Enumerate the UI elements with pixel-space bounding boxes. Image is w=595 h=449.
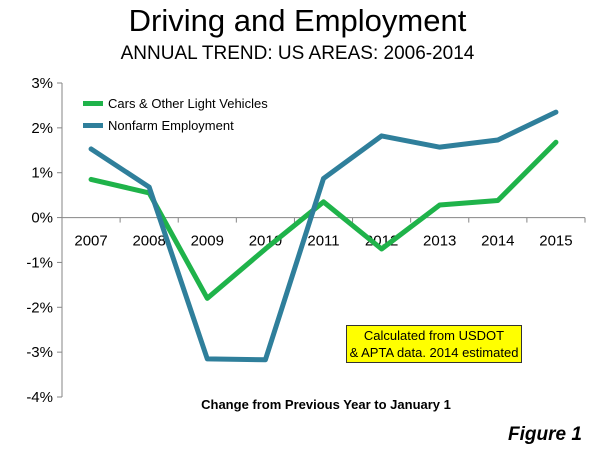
y-tick-label: -4% xyxy=(26,389,53,406)
x-tick-label: 2015 xyxy=(539,233,572,250)
legend: Cars & Other Light Vehicles Nonfarm Empl… xyxy=(79,90,272,138)
x-tick-label: 2014 xyxy=(481,233,514,250)
y-tick-labels: 3% 2% 1% 0% -1% -2% -3% -4% xyxy=(26,75,53,406)
legend-label-employment: Nonfarm Employment xyxy=(108,117,234,133)
legend-item-cars: Cars & Other Light Vehicles xyxy=(83,92,268,114)
x-tick-label: 2008 xyxy=(132,233,165,250)
x-tick-label: 2011 xyxy=(307,233,339,250)
chart-axes xyxy=(57,82,586,398)
x-tick-label: 2009 xyxy=(191,233,224,250)
y-tick-label: 3% xyxy=(31,75,53,92)
legend-label-cars: Cars & Other Light Vehicles xyxy=(108,95,268,111)
y-tick-label: 0% xyxy=(31,210,53,227)
x-tick-label: 2007 xyxy=(74,233,107,250)
data-source-note-line-1: Calculated from USDOT xyxy=(363,328,505,343)
y-tick-label: 2% xyxy=(31,120,53,137)
data-source-note-line-2: & APTA data. 2014 estimated xyxy=(349,345,519,360)
legend-swatch-employment xyxy=(83,122,103,128)
chart-title: Driving and Employment xyxy=(128,3,467,38)
x-axis-label: Change from Previous Year to January 1 xyxy=(201,397,451,412)
data-source-note: Calculated from USDOT & APTA data. 2014 … xyxy=(346,325,522,363)
y-tick-label: 1% xyxy=(31,165,53,182)
y-tick-label: -1% xyxy=(26,254,53,271)
y-tick-label: -2% xyxy=(26,299,53,316)
x-tick-label: 2013 xyxy=(423,233,456,250)
y-tick-label: -3% xyxy=(26,344,53,361)
figure-label: Figure 1 xyxy=(508,424,582,445)
legend-swatch-cars xyxy=(83,100,103,106)
series-lines xyxy=(88,109,559,363)
legend-item-employment: Nonfarm Employment xyxy=(83,114,268,136)
x-tick-labels: 2007 2008 2009 2010 2011 2012 2013 2014 2015 xyxy=(74,233,572,250)
chart-subtitle: ANNUAL TREND: US AREAS: 2006-2014 xyxy=(120,43,475,64)
